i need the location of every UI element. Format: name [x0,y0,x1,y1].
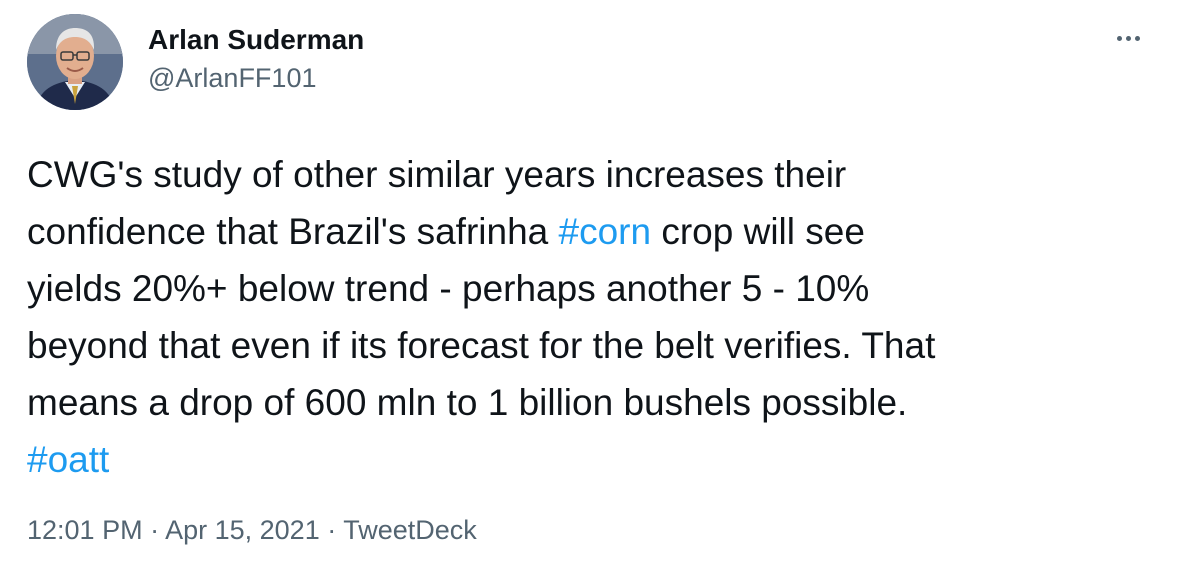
meta-separator: · [142,515,166,545]
tweet-text-segment: yields 20%+ below trend - perhaps anothe… [27,268,870,309]
tweet-text-line: #oatt [27,431,1152,488]
author-block: Arlan Suderman @ArlanFF101 [148,22,364,96]
tweet-text-line: CWG's study of other similar years incre… [27,146,1152,203]
tweet-source-link[interactable]: TweetDeck [343,515,477,545]
tweet-text-segment: CWG's study of other similar years incre… [27,154,847,195]
tweet-text-line: confidence that Brazil's safrinha #corn … [27,203,1152,260]
tweet-metadata: 12:01 PM · Apr 15, 2021 · TweetDeck [27,512,477,548]
tweet-text: CWG's study of other similar years incre… [27,146,1152,488]
person-portrait-icon [27,14,123,110]
tweet-date: Apr 15, 2021 [165,515,320,545]
hashtag-link-oatt[interactable]: #oatt [27,439,110,480]
author-handle[interactable]: @ArlanFF101 [148,63,317,93]
tweet-text-segment: crop will see [651,211,865,252]
author-display-name[interactable]: Arlan Suderman [148,24,365,55]
more-horizontal-icon [1134,35,1140,41]
tweet-text-segment: means a drop of 600 mln to 1 billion bus… [27,382,908,423]
tweet-text-line: yields 20%+ below trend - perhaps anothe… [27,260,1152,317]
tweet-time: 12:01 PM [27,515,143,545]
tweet-timestamp-link[interactable]: 12:01 PM · Apr 15, 2021 [27,515,320,545]
tweet-text-segment: confidence that Brazil's safrinha [27,211,559,252]
more-options-button[interactable] [1108,22,1148,54]
tweet-text-segment: beyond that even if its forecast for the… [27,325,936,366]
tweet-text-line: beyond that even if its forecast for the… [27,317,1152,374]
tweet-text-line: means a drop of 600 mln to 1 billion bus… [27,374,1152,431]
more-horizontal-icon [1125,35,1131,41]
hashtag-link-corn[interactable]: #corn [558,211,652,252]
meta-separator: · [319,515,344,545]
more-horizontal-icon [1116,35,1122,41]
avatar[interactable] [27,14,123,110]
